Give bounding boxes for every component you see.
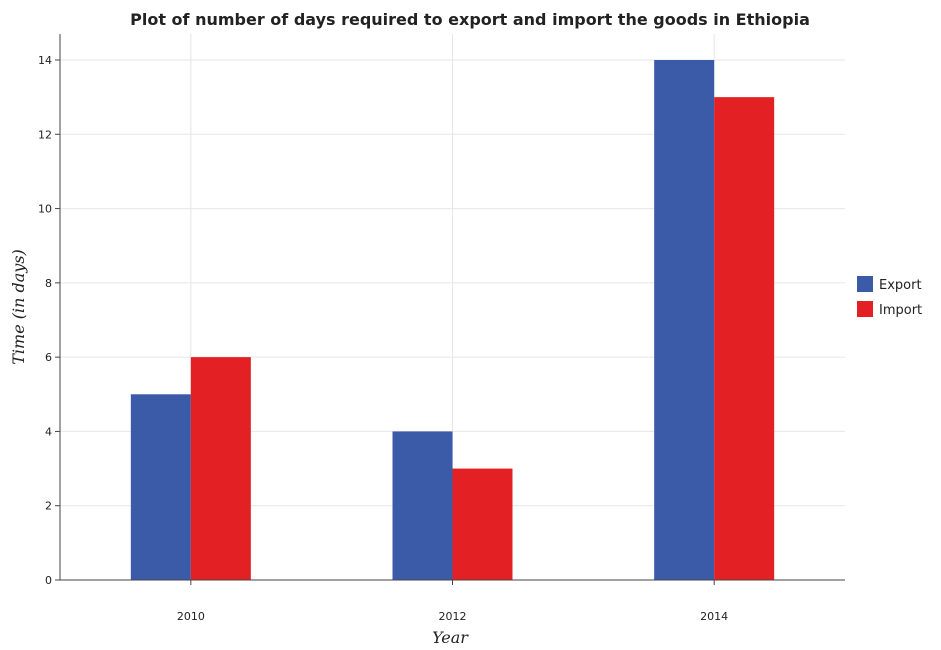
y-tick-label: 8 <box>45 277 52 290</box>
legend-swatch-import <box>857 301 873 317</box>
legend-swatch-export <box>857 276 873 292</box>
bar-import-2012 <box>452 468 513 580</box>
y-tick-label: 10 <box>38 203 52 216</box>
y-tick-label: 14 <box>38 54 52 67</box>
y-axis-label: Time (in days) <box>9 249 28 365</box>
legend: Export Import <box>857 276 922 318</box>
bar-export-2014 <box>654 60 715 580</box>
bar-export-2012 <box>392 431 453 580</box>
y-tick-label: 4 <box>45 425 52 438</box>
y-tick-label: 0 <box>45 574 52 587</box>
x-tick-label: 2012 <box>439 610 467 623</box>
legend-label-import: Import <box>879 303 922 318</box>
bar-import-2014 <box>714 97 775 581</box>
axes <box>55 34 845 585</box>
x-tick-label: 2014 <box>700 610 728 623</box>
chart-title: Plot of number of days required to expor… <box>130 10 810 29</box>
legend-label-export: Export <box>879 278 922 293</box>
x-axis-label: Year <box>432 628 469 647</box>
tick-labels: 0 2 4 6 8 10 12 14 2010 2012 2014 <box>38 54 728 623</box>
y-tick-label: 12 <box>38 128 52 141</box>
x-tick-label: 2010 <box>177 610 205 623</box>
y-tick-label: 2 <box>45 500 52 513</box>
bars <box>130 60 775 581</box>
y-tick-label: 6 <box>45 351 52 364</box>
bar-import-2010 <box>190 357 251 580</box>
bar-export-2010 <box>130 394 191 580</box>
